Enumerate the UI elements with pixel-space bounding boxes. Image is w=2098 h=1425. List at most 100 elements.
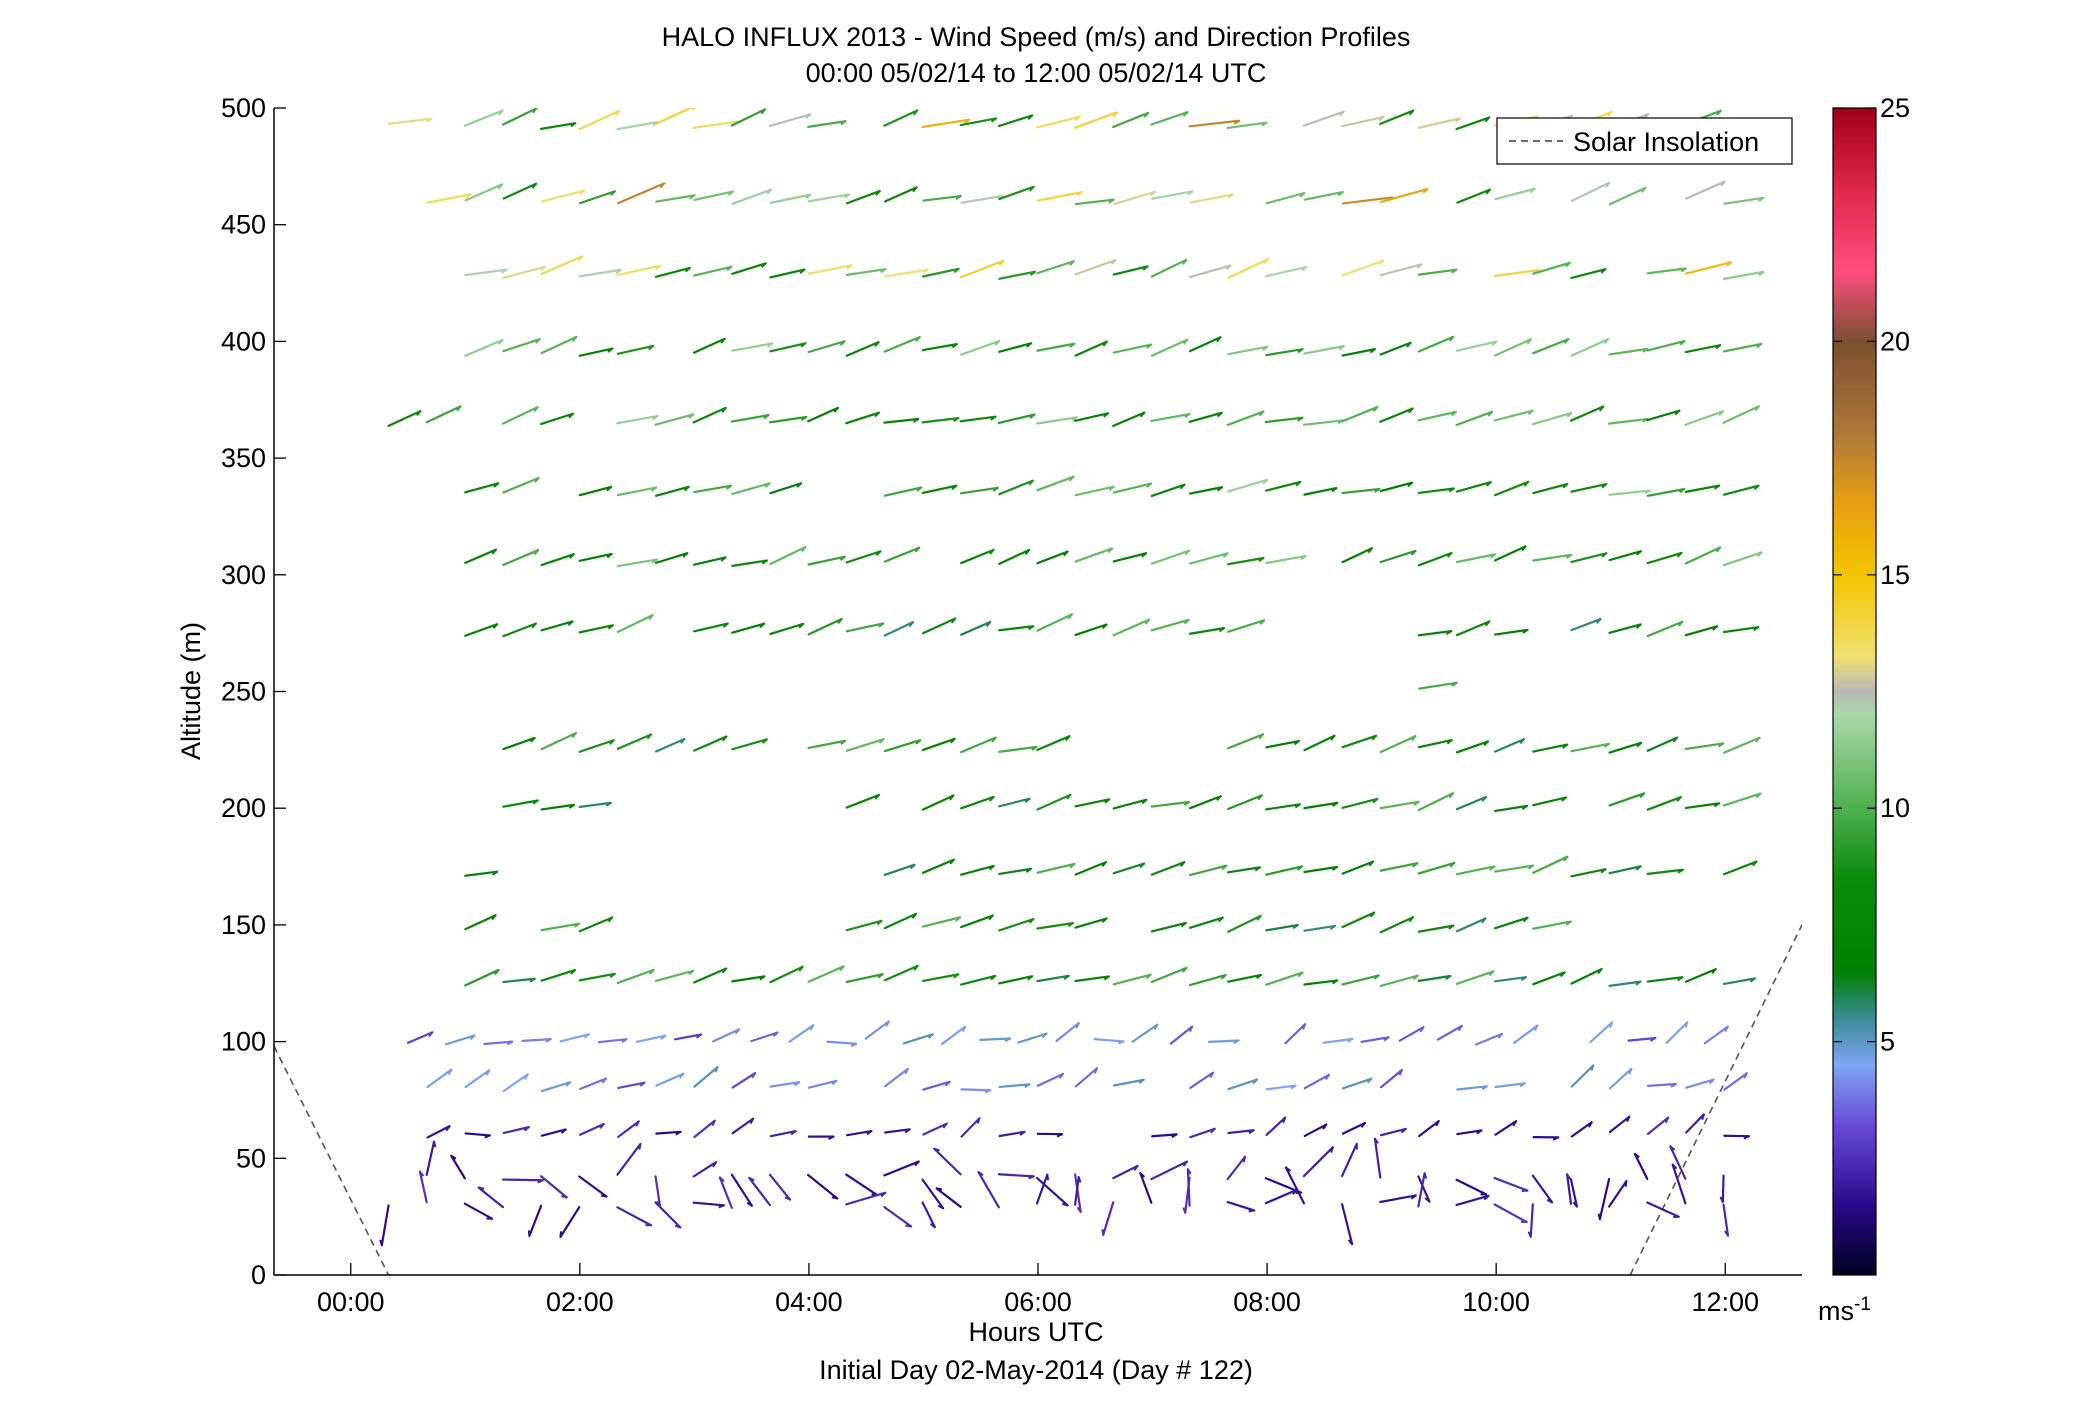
wind-arrow-head: [689, 194, 696, 200]
wind-arrow: [1341, 405, 1379, 423]
wind-arrow-shaft: [1455, 970, 1495, 985]
wind-arrow: [883, 486, 923, 497]
wind-arrow-shaft: [1302, 110, 1345, 127]
wind-arrow: [1417, 335, 1455, 353]
wind-arrow: [1532, 920, 1572, 930]
wind-arrow-head: [533, 549, 539, 556]
wind-arrow-head: [1680, 267, 1687, 273]
wind-arrow-shaft: [1207, 1039, 1240, 1043]
wind-arrow: [1150, 861, 1186, 876]
wind-arrow-head: [1180, 922, 1187, 928]
wind-arrow-shaft: [1456, 188, 1492, 204]
wind-arrow-shaft: [1532, 855, 1569, 874]
wind-arrow: [1456, 188, 1492, 204]
wind-arrow-head: [492, 623, 498, 629]
wind-arrow-shaft: [463, 1202, 494, 1220]
wind-arrow: [1036, 191, 1083, 202]
wind-arrow: [1303, 345, 1345, 355]
wind-arrow-head: [1519, 1082, 1526, 1088]
wind-arrow: [578, 1122, 605, 1136]
wind-arrow-head: [1233, 119, 1240, 125]
wind-arrow-head: [1489, 553, 1496, 559]
wind-arrow-head: [1588, 1121, 1593, 1128]
wind-arrow-head: [1227, 193, 1234, 199]
wind-arrow-head: [1533, 1025, 1539, 1032]
wind-arrow-shaft: [1036, 862, 1076, 874]
wind-arrow-head: [1107, 547, 1113, 554]
wind-arrow-shaft: [616, 733, 653, 750]
wind-arrow: [1035, 1176, 1069, 1207]
wind-arrow-head: [1183, 801, 1190, 806]
wind-arrow-head: [1378, 116, 1385, 122]
wind-arrow-head: [990, 117, 997, 123]
wind-arrow-head: [933, 1147, 940, 1152]
wind-arrow-shaft: [1684, 802, 1721, 810]
wind-arrow-head: [831, 1196, 838, 1200]
wind-arrow-head: [944, 1081, 951, 1087]
wind-arrow-head: [840, 739, 846, 745]
wind-arrow: [1608, 741, 1643, 754]
wind-arrow: [731, 262, 767, 275]
wind-arrow-shaft: [578, 1122, 605, 1136]
wind-arrow-shaft: [1112, 552, 1148, 563]
wind-arrow: [1494, 976, 1528, 983]
wind-arrow-head: [1322, 1123, 1328, 1130]
wind-arrow-shaft: [1455, 740, 1490, 754]
wind-arrow-head: [749, 1118, 755, 1125]
wind-arrow-head: [1259, 619, 1265, 625]
wind-arrow: [1341, 1121, 1367, 1135]
wind-arrow-shaft: [845, 341, 880, 357]
wind-arrow-head: [1093, 1067, 1098, 1074]
wind-arrow-shaft: [1150, 921, 1187, 933]
wind-arrow: [1565, 1173, 1573, 1205]
wind-arrow-shaft: [1035, 416, 1078, 425]
wind-arrow: [769, 268, 806, 279]
wind-arrow-head: [951, 343, 958, 349]
wind-arrow: [1341, 1203, 1354, 1246]
wind-arrow-shaft: [1570, 552, 1608, 564]
wind-arrow: [902, 1033, 934, 1045]
wind-arrow-head: [1416, 263, 1423, 269]
wind-arrow: [1036, 550, 1069, 565]
wind-arrow: [501, 1178, 544, 1184]
wind-arrow-head: [1216, 795, 1222, 802]
wind-arrow-shaft: [884, 186, 918, 203]
wind-arrow: [1112, 552, 1148, 563]
wind-arrow-shaft: [1189, 1127, 1216, 1139]
wind-arrow: [1265, 739, 1300, 749]
wind-arrow-shaft: [1379, 735, 1417, 754]
wind-arrow-shaft: [921, 1201, 936, 1229]
wind-arrows: [379, 108, 1765, 1247]
wind-arrow-shaft: [635, 1034, 667, 1043]
wind-arrow-head: [1412, 862, 1418, 868]
wind-arrow-head: [484, 1134, 491, 1139]
wind-arrow-head: [531, 183, 537, 189]
wind-arrow: [540, 968, 577, 982]
wind-arrow-head: [759, 975, 765, 981]
chart-title: HALO INFLUX 2013 - Wind Speed (m/s) and …: [662, 22, 1411, 52]
wind-arrow-head: [1756, 343, 1762, 349]
wind-arrow: [1646, 795, 1682, 811]
wind-arrow: [1532, 796, 1568, 807]
wind-arrow: [501, 108, 538, 126]
wind-arrow-head: [1216, 486, 1223, 492]
wind-arrow: [921, 794, 955, 811]
wind-arrow-head: [784, 1196, 791, 1201]
wind-arrow-shaft: [997, 114, 1034, 128]
wind-arrow: [616, 1206, 653, 1227]
wind-arrow-head: [1642, 348, 1649, 353]
wind-arrow: [1074, 340, 1108, 357]
wind-arrow: [1703, 1025, 1729, 1045]
wind-arrow: [1669, 1145, 1687, 1180]
wind-arrow-shaft: [540, 732, 578, 751]
wind-arrow-shaft: [501, 406, 539, 425]
wind-arrow-head: [688, 413, 694, 419]
wind-arrow-shaft: [1322, 1037, 1354, 1044]
wind-arrow-head: [1256, 974, 1262, 980]
wind-arrow-head: [1676, 796, 1682, 802]
wind-arrow: [1150, 338, 1189, 357]
wind-arrow-head: [1757, 551, 1763, 558]
wind-arrow: [559, 1033, 590, 1043]
wind-arrow-head: [1562, 483, 1568, 489]
wind-arrow-shaft: [502, 265, 547, 279]
